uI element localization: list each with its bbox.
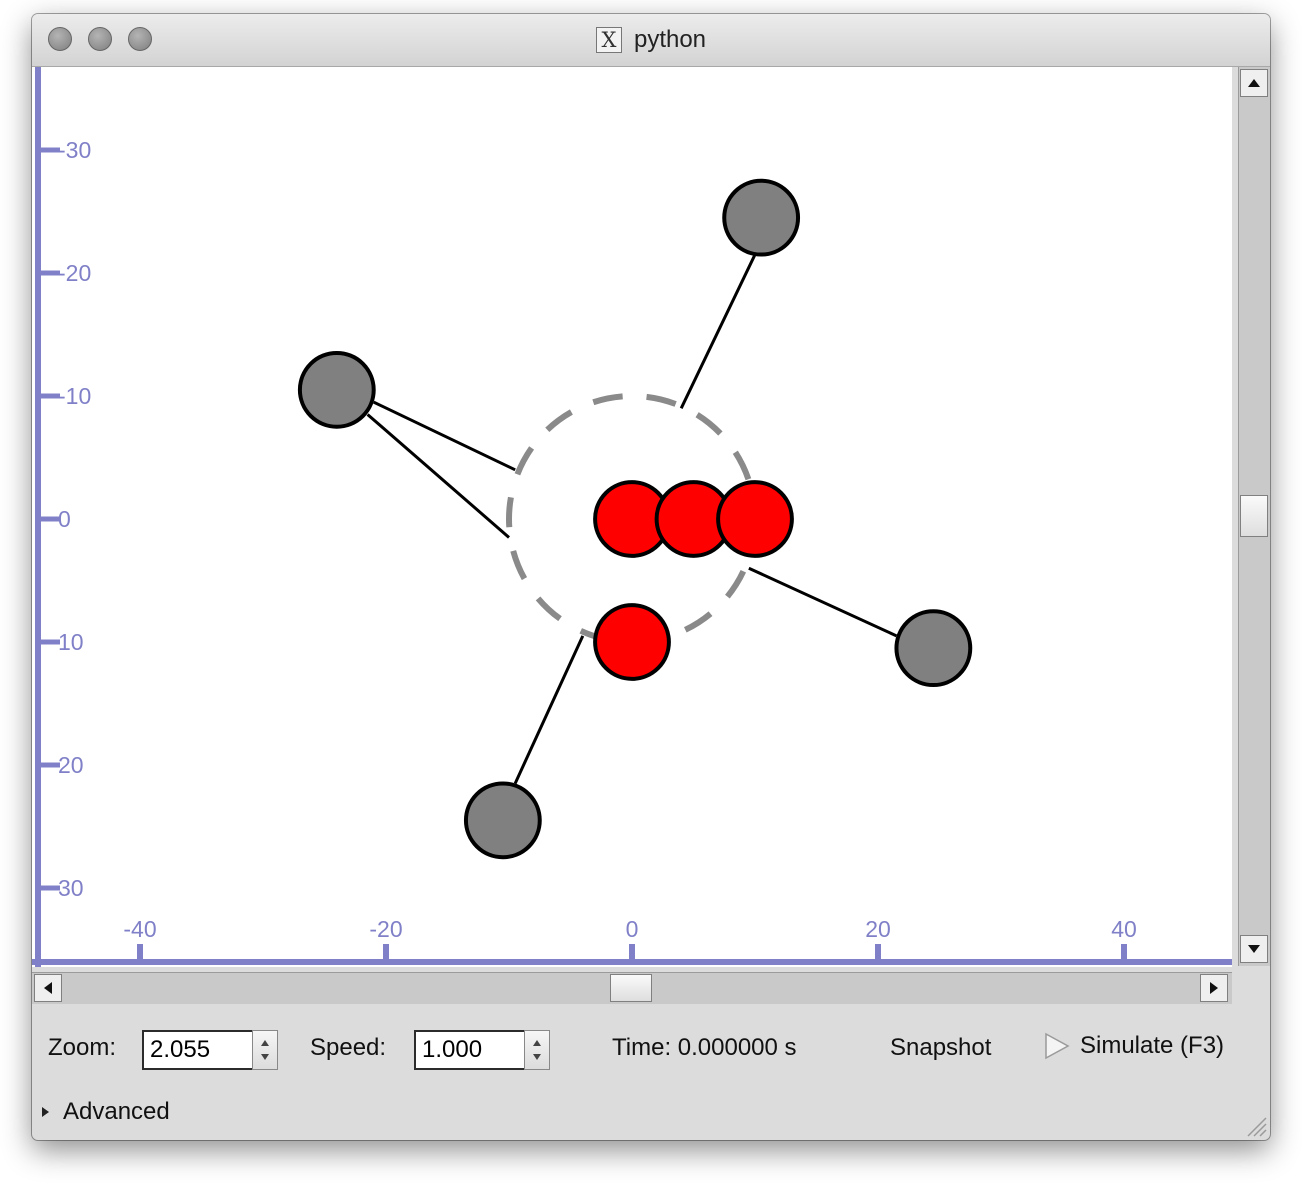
app-window: X python -30 -20 -10 0 10 20 30 -40 -20 0 20 40 Zoo… <box>32 14 1270 1140</box>
y-tick-label: 20 <box>58 752 84 778</box>
y-tick-label: 0 <box>58 506 71 532</box>
speed-stepper[interactable] <box>524 1030 550 1070</box>
scroll-up-button[interactable] <box>1240 69 1268 97</box>
chevron-down-icon[interactable] <box>261 1054 269 1060</box>
chevron-down-icon[interactable] <box>533 1054 541 1060</box>
snapshot-button[interactable]: Snapshot <box>890 1034 992 1061</box>
y-tick-label: 30 <box>58 875 84 901</box>
y-tick-label: -20 <box>58 260 91 286</box>
link-line <box>513 635 585 785</box>
scroll-down-button[interactable] <box>1240 935 1268 963</box>
x-tick-label: 0 <box>626 916 639 942</box>
link-line <box>366 413 510 539</box>
arrow-up-icon <box>1248 79 1260 87</box>
simulation-canvas[interactable]: -30 -20 -10 0 10 20 30 -40 -20 0 20 40 <box>32 67 1232 967</box>
zoom-input[interactable]: 2.055 <box>142 1030 252 1070</box>
horizontal-scrollbar[interactable] <box>32 972 1232 1004</box>
scroll-left-button[interactable] <box>34 974 62 1002</box>
simulate-button[interactable]: Simulate (F3) <box>1044 1032 1224 1060</box>
vertical-scrollbar[interactable] <box>1238 67 1270 966</box>
simulation-plot[interactable]: -30 -20 -10 0 10 20 30 -40 -20 0 20 40 <box>32 67 1232 967</box>
time-readout: Time: 0.000000 s <box>612 1034 797 1061</box>
y-tick-label: -10 <box>58 383 91 409</box>
window-title: python <box>633 26 707 53</box>
arrow-right-icon <box>1210 982 1218 994</box>
x-tick-label: -40 <box>123 916 156 942</box>
gray-particle[interactable] <box>297 350 376 429</box>
resize-grip-icon[interactable] <box>1242 1112 1268 1138</box>
gray-particle[interactable] <box>894 609 973 688</box>
disclosure-triangle-icon[interactable] <box>42 1107 49 1117</box>
y-tick-label: -30 <box>58 137 91 163</box>
link-line <box>748 566 898 638</box>
simulate-label: Simulate (F3) <box>1080 1032 1225 1059</box>
play-icon <box>1045 1032 1070 1060</box>
control-bar: Zoom: 2.055 Speed: 1.000 Time: 0.000000 … <box>32 1018 1270 1078</box>
arrow-left-icon <box>44 982 52 994</box>
horizontal-scroll-thumb[interactable] <box>610 974 652 1002</box>
speed-input[interactable]: 1.000 <box>414 1030 524 1070</box>
x-tick-label: 20 <box>865 916 891 942</box>
zoom-window-button[interactable] <box>128 27 152 51</box>
vertical-scroll-thumb[interactable] <box>1240 495 1268 537</box>
red-particle[interactable] <box>716 480 794 558</box>
scroll-right-button[interactable] <box>1200 974 1228 1002</box>
minimize-window-button[interactable] <box>88 27 112 51</box>
arrow-down-icon <box>1248 945 1260 953</box>
x-tick-label: 40 <box>1111 916 1137 942</box>
gray-particle[interactable] <box>722 178 801 257</box>
link-line <box>679 253 757 409</box>
zoom-stepper[interactable] <box>252 1030 278 1070</box>
y-tick-label: 10 <box>58 629 84 655</box>
red-particle[interactable] <box>593 603 671 681</box>
gray-particle[interactable] <box>463 781 542 860</box>
speed-label: Speed: <box>310 1034 387 1061</box>
chevron-up-icon[interactable] <box>533 1040 541 1046</box>
chevron-up-icon[interactable] <box>261 1040 269 1046</box>
title-bar: X python <box>32 14 1270 67</box>
x11-icon: X <box>595 27 622 53</box>
close-window-button[interactable] <box>48 27 72 51</box>
link-line <box>373 400 516 472</box>
advanced-expander[interactable]: Advanced <box>42 1098 170 1126</box>
x-tick-label: -20 <box>369 916 402 942</box>
zoom-label: Zoom: <box>48 1034 117 1061</box>
advanced-label: Advanced <box>63 1098 170 1125</box>
